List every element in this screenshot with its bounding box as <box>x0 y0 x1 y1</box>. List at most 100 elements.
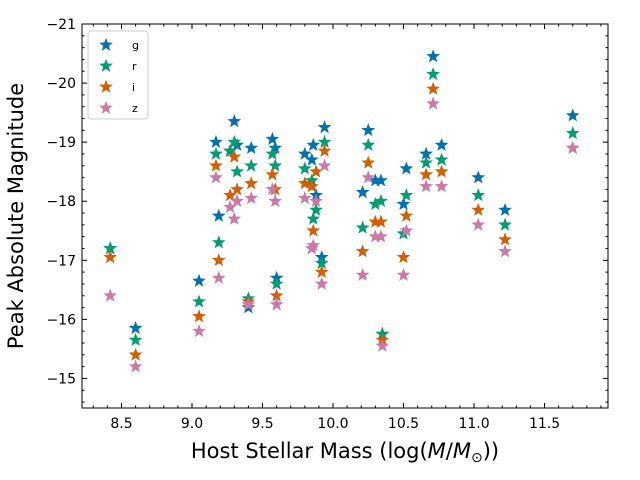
data-point-i <box>374 214 388 228</box>
data-point-z <box>374 229 388 243</box>
data-point-g <box>192 273 206 287</box>
data-point-g <box>227 114 242 128</box>
data-point-g <box>419 146 433 160</box>
legend-marker-r <box>99 58 113 72</box>
data-point-i <box>223 188 237 202</box>
x-tick-label: 8.5 <box>110 416 132 432</box>
data-point-r <box>230 164 244 178</box>
data-point-z <box>399 223 414 237</box>
data-point-g <box>399 161 414 175</box>
series-i <box>103 81 580 361</box>
data-point-z <box>268 194 283 208</box>
data-point-r <box>297 161 312 175</box>
data-point-z <box>375 338 390 352</box>
data-point-z <box>103 288 118 302</box>
x-axis-label: Host Stellar Mass (log(M/M⊙)) <box>191 439 499 466</box>
data-point-i <box>227 149 242 163</box>
x-tick-label: 9.0 <box>181 416 203 432</box>
data-point-i <box>305 179 319 193</box>
data-point-z <box>355 267 370 281</box>
data-point-i <box>309 164 323 178</box>
data-point-r <box>317 134 332 148</box>
data-point-r <box>128 332 143 346</box>
data-point-z <box>368 229 383 243</box>
legend-label-r: r <box>132 60 137 73</box>
data-point-i <box>230 182 244 196</box>
data-point-i <box>244 176 259 190</box>
data-point-r <box>498 217 512 231</box>
data-point-i <box>314 264 329 278</box>
data-point-r <box>374 194 388 208</box>
data-point-i <box>269 288 284 302</box>
data-point-i <box>498 232 512 246</box>
legend-label-g: g <box>132 39 139 52</box>
data-point-r <box>361 137 376 151</box>
data-point-i <box>306 223 321 237</box>
data-point-g <box>209 134 223 148</box>
data-point-g <box>268 140 283 154</box>
data-point-z <box>317 158 332 172</box>
legend-label-i: i <box>132 81 135 94</box>
data-point-z <box>361 170 376 184</box>
data-point-g <box>306 137 321 151</box>
data-point-g <box>434 137 449 151</box>
data-point-r <box>209 146 223 160</box>
data-point-g <box>361 123 376 137</box>
y-tick-label: −18 <box>46 194 76 210</box>
data-point-g <box>565 108 580 122</box>
data-point-z <box>471 217 486 231</box>
data-point-z <box>314 276 329 290</box>
data-point-z <box>227 211 242 225</box>
x-tick-label: 10.0 <box>317 416 348 432</box>
data-point-r <box>268 158 283 172</box>
data-point-r <box>103 241 118 255</box>
x-tick-label: 10.5 <box>388 416 419 432</box>
plot-frame <box>81 23 609 409</box>
data-point-g <box>374 173 388 187</box>
data-point-z <box>230 194 244 208</box>
data-point-z <box>244 191 259 205</box>
data-point-z <box>426 96 440 110</box>
data-point-i <box>211 253 226 267</box>
data-point-i <box>471 202 486 216</box>
legend-marker-g <box>99 37 113 51</box>
data-point-g <box>396 196 411 211</box>
data-point-i <box>103 250 118 264</box>
y-tick-label: −17 <box>46 253 76 269</box>
x-tick-label: 11.5 <box>529 416 560 432</box>
legend-box <box>87 30 149 120</box>
data-point-g <box>471 170 486 184</box>
data-point-g <box>244 140 259 154</box>
data-point-g <box>297 146 312 160</box>
data-point-i <box>265 167 280 181</box>
data-point-r <box>399 188 414 202</box>
data-point-g <box>211 208 226 222</box>
y-tick-label: −15 <box>46 371 76 387</box>
y-axis-label: Peak Absolute Magnitude <box>4 83 28 349</box>
data-point-z <box>128 359 143 373</box>
data-point-i <box>368 214 383 228</box>
x-tick-label: 11.0 <box>458 416 489 432</box>
data-point-i <box>419 167 433 181</box>
data-point-z <box>269 297 284 311</box>
data-point-z <box>241 297 256 311</box>
data-point-r <box>368 196 383 211</box>
data-point-i <box>209 158 223 172</box>
data-point-i <box>128 347 143 361</box>
data-point-i <box>192 309 206 323</box>
data-point-r <box>419 155 433 169</box>
data-point-g <box>265 132 280 146</box>
data-point-z <box>192 324 206 338</box>
y-tick-label: −20 <box>46 76 76 92</box>
data-point-r <box>306 211 321 225</box>
x-tick-label: 9.5 <box>251 416 273 432</box>
data-point-i <box>317 143 332 157</box>
data-point-z <box>297 191 312 205</box>
data-point-g <box>317 120 332 134</box>
data-point-z <box>434 179 449 193</box>
data-point-r <box>355 220 370 234</box>
legend-label-z: z <box>132 102 138 115</box>
data-point-r <box>223 143 237 157</box>
data-point-r <box>265 146 280 160</box>
